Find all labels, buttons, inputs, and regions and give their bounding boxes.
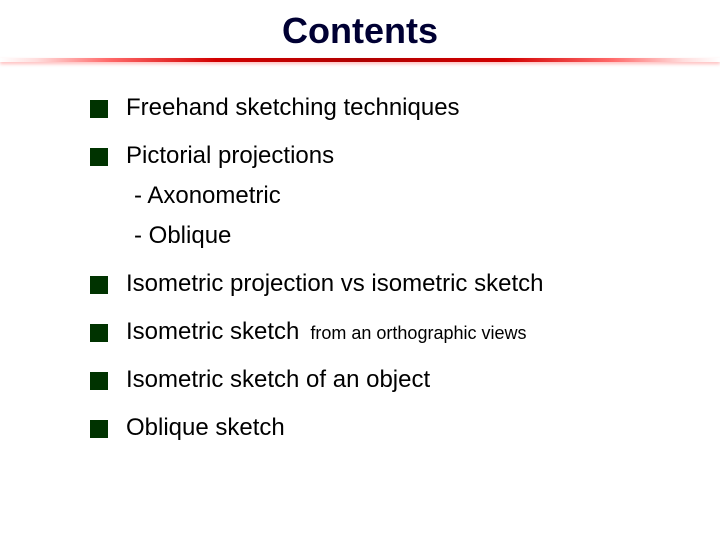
bullet-label: Pictorial projections [126, 142, 660, 170]
title-divider [0, 58, 720, 72]
sub-item: - Axonometric [90, 182, 660, 210]
bullet-item: Isometric sketch of an object [90, 366, 660, 394]
square-bullet-icon [90, 420, 108, 438]
square-bullet-icon [90, 276, 108, 294]
bullet-label: Isometric sketch of an object [126, 366, 660, 394]
bullet-item: Oblique sketch [90, 414, 660, 442]
bullet-item: Pictorial projections [90, 142, 660, 170]
content-area: Freehand sketching techniques Pictorial p… [0, 72, 720, 442]
sub-item: - Oblique [90, 222, 660, 250]
bullet-label: Freehand sketching techniques [126, 94, 660, 122]
bullet-label: Oblique sketch [126, 414, 660, 442]
slide: Contents Freehand sketching techniques Pi… [0, 0, 720, 540]
bullet-item: Isometric sketch from an orthographic vi… [90, 318, 660, 346]
square-bullet-icon [90, 324, 108, 342]
square-bullet-icon [90, 372, 108, 390]
bullet-label: Isometric projection vs isometric sketch [126, 270, 660, 298]
square-bullet-icon [90, 148, 108, 166]
bullet-item: Freehand sketching techniques [90, 94, 660, 122]
bullet-item: Isometric projection vs isometric sketch [90, 270, 660, 298]
bullet-trailing: from an orthographic views [305, 323, 526, 343]
bullet-label: Isometric sketch from an orthographic vi… [126, 318, 660, 346]
page-title: Contents [0, 10, 720, 52]
square-bullet-icon [90, 100, 108, 118]
